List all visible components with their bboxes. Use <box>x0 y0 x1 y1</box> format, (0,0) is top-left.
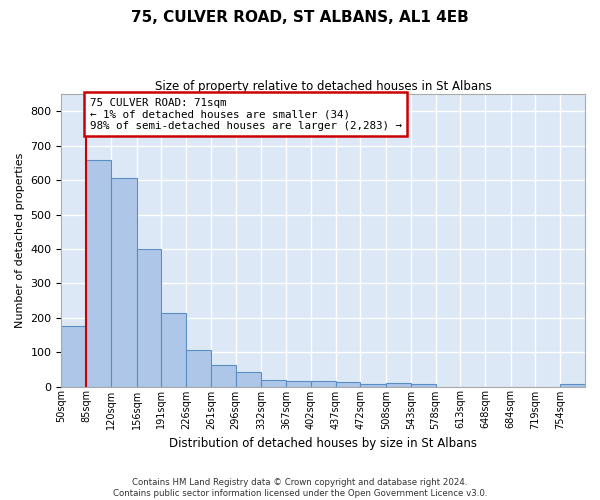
Bar <box>137 249 161 386</box>
Bar <box>111 178 137 386</box>
Bar <box>361 384 386 386</box>
Text: 75 CULVER ROAD: 71sqm
← 1% of detached houses are smaller (34)
98% of semi-detac: 75 CULVER ROAD: 71sqm ← 1% of detached h… <box>90 98 402 131</box>
Bar <box>236 372 261 386</box>
Bar <box>61 326 86 386</box>
Bar <box>86 160 111 386</box>
Bar <box>386 383 411 386</box>
Title: Size of property relative to detached houses in St Albans: Size of property relative to detached ho… <box>155 80 491 93</box>
Bar <box>411 384 436 386</box>
Text: Contains HM Land Registry data © Crown copyright and database right 2024.
Contai: Contains HM Land Registry data © Crown c… <box>113 478 487 498</box>
Bar <box>311 382 335 386</box>
Bar <box>286 380 311 386</box>
Bar <box>335 382 361 386</box>
Bar <box>261 380 286 386</box>
Bar <box>161 312 186 386</box>
Bar <box>211 365 236 386</box>
Bar <box>186 350 211 387</box>
Y-axis label: Number of detached properties: Number of detached properties <box>15 152 25 328</box>
X-axis label: Distribution of detached houses by size in St Albans: Distribution of detached houses by size … <box>169 437 477 450</box>
Text: 75, CULVER ROAD, ST ALBANS, AL1 4EB: 75, CULVER ROAD, ST ALBANS, AL1 4EB <box>131 10 469 25</box>
Bar <box>560 384 585 386</box>
